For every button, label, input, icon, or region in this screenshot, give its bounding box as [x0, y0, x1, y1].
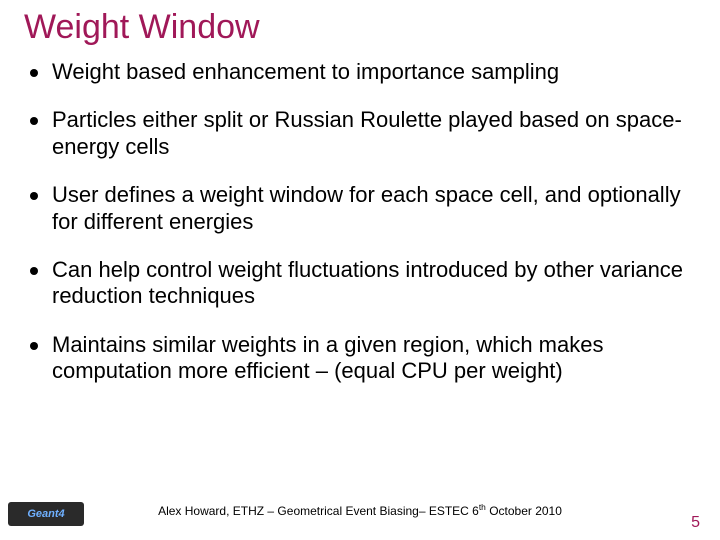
- slide: Weight Window Weight based enhancement t…: [0, 0, 720, 540]
- bullet-text: Can help control weight fluctuations int…: [52, 257, 683, 308]
- list-item: Can help control weight fluctuations int…: [24, 257, 696, 310]
- bullet-list: Weight based enhancement to importance s…: [24, 59, 696, 385]
- bullet-text: Maintains similar weights in a given reg…: [52, 332, 603, 383]
- bullet-text: Particles either split or Russian Roulet…: [52, 107, 682, 158]
- footer-super: th: [479, 502, 486, 512]
- footer: Geant4 Alex Howard, ETHZ – Geometrical E…: [0, 502, 720, 532]
- list-item: Particles either split or Russian Roulet…: [24, 107, 696, 160]
- footer-suffix: October 2010: [486, 504, 562, 518]
- footer-prefix: Alex Howard, ETHZ – Geometrical Event Bi…: [158, 504, 479, 518]
- page-number: 5: [691, 514, 700, 532]
- footer-text: Alex Howard, ETHZ – Geometrical Event Bi…: [0, 502, 720, 518]
- list-item: Weight based enhancement to importance s…: [24, 59, 696, 85]
- bullet-text: Weight based enhancement to importance s…: [52, 59, 559, 84]
- slide-title: Weight Window: [24, 8, 696, 47]
- list-item: Maintains similar weights in a given reg…: [24, 332, 696, 385]
- list-item: User defines a weight window for each sp…: [24, 182, 696, 235]
- bullet-text: User defines a weight window for each sp…: [52, 182, 681, 233]
